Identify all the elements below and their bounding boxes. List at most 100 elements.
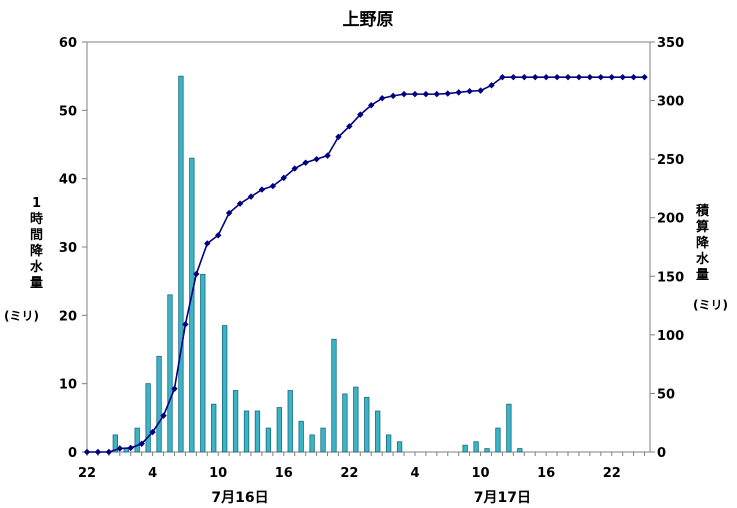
cumulative-point bbox=[455, 89, 462, 96]
right-axis-label-char: 水 bbox=[696, 252, 710, 267]
x-axis-tick-label: 16 bbox=[537, 466, 555, 481]
x-axis-tick-label: 4 bbox=[410, 466, 419, 481]
rainfall-bar bbox=[331, 338, 337, 453]
right-axis-tick-label: 200 bbox=[657, 212, 684, 227]
rainfall-bar bbox=[112, 434, 118, 453]
left-axis-label-char: 1 bbox=[31, 196, 42, 211]
cumulative-point bbox=[149, 428, 156, 436]
rainfall-bar bbox=[495, 427, 501, 453]
left-axis-tick-label: 0 bbox=[68, 446, 77, 461]
right-axis-label-char: 量 bbox=[696, 268, 710, 283]
cumulative-point bbox=[586, 73, 594, 81]
rainfall-bar bbox=[353, 386, 359, 453]
right-axis-tick-label: 300 bbox=[657, 95, 684, 110]
left-axis-tick-label: 40 bbox=[59, 173, 77, 188]
cumulative-point bbox=[105, 448, 113, 456]
cumulative-point bbox=[127, 444, 134, 452]
cumulative-point bbox=[291, 165, 298, 172]
rainfall-bar bbox=[396, 441, 403, 453]
rainfall-bar bbox=[123, 448, 129, 453]
cumulative-point bbox=[597, 73, 605, 81]
right-axis-label-char: 算 bbox=[696, 220, 710, 235]
left-axis-label-char: 水 bbox=[30, 260, 44, 275]
right-axis-tick-label: 250 bbox=[657, 153, 684, 168]
cumulative-point bbox=[193, 270, 200, 278]
left-axis-label-char: 降 bbox=[30, 244, 44, 259]
cumulative-point bbox=[499, 73, 506, 81]
cumulative-point bbox=[400, 90, 408, 98]
rainfall-bar bbox=[156, 355, 162, 453]
rainfall-bar bbox=[385, 434, 392, 453]
cumulative-point bbox=[83, 448, 91, 456]
cumulative-point bbox=[466, 88, 473, 95]
cumulative-point bbox=[214, 232, 222, 239]
cumulative-point bbox=[532, 73, 539, 81]
left-axis-tick-label: 50 bbox=[59, 104, 77, 119]
right-axis-label-char: 積 bbox=[696, 204, 710, 219]
rainfall-bar bbox=[309, 434, 315, 453]
cumulative-point bbox=[236, 200, 244, 207]
cumulative-point bbox=[258, 186, 266, 193]
cumulative-point bbox=[553, 73, 561, 81]
right-axis-tick-label: 0 bbox=[657, 446, 666, 461]
left-axis-tick-label: 10 bbox=[59, 378, 77, 393]
rainfall-bar bbox=[375, 410, 381, 453]
left-axis-label-char: 時 bbox=[30, 212, 44, 227]
right-axis-tick-label: 100 bbox=[657, 329, 684, 344]
right-axis-unit: (ミリ) bbox=[693, 298, 728, 312]
rainfall-bar bbox=[243, 410, 250, 453]
cumulative-point bbox=[247, 193, 255, 200]
left-axis-unit: (ミリ) bbox=[4, 309, 39, 323]
cumulative-point bbox=[160, 412, 167, 419]
x-axis-tick-label: 10 bbox=[472, 466, 490, 481]
rainfall-bar bbox=[232, 390, 239, 453]
cumulative-point bbox=[641, 73, 648, 81]
left-axis-tick-label: 30 bbox=[59, 241, 77, 256]
cumulative-point bbox=[138, 440, 145, 447]
rainfall-bar bbox=[276, 407, 282, 453]
right-axis-tick-label: 150 bbox=[657, 270, 684, 285]
rainfall-bar bbox=[167, 294, 173, 453]
cumulative-point bbox=[116, 445, 123, 452]
date-label: 7月16日 bbox=[211, 490, 268, 506]
cumulative-point bbox=[608, 73, 615, 81]
cumulative-point bbox=[171, 385, 178, 392]
cumulative-point bbox=[302, 159, 309, 166]
cumulative-line bbox=[87, 76, 645, 453]
chart-title: 上野原 bbox=[343, 10, 394, 30]
cumulative-point bbox=[357, 111, 364, 118]
cumulative-point bbox=[378, 95, 386, 102]
cumulative-point bbox=[444, 90, 451, 97]
left-axis-tick-label: 20 bbox=[59, 309, 77, 324]
rainfall-bar bbox=[364, 396, 370, 453]
cumulative-point bbox=[225, 209, 233, 217]
cumulative-point bbox=[204, 240, 211, 247]
rainfall-bar bbox=[211, 403, 217, 453]
rainfall-bar bbox=[254, 410, 261, 453]
x-axis-tick-label: 22 bbox=[340, 466, 358, 481]
cumulative-point bbox=[324, 152, 331, 159]
cumulative-point bbox=[411, 90, 419, 98]
date-label: 7月17日 bbox=[474, 490, 531, 506]
rainfall-bar bbox=[473, 441, 479, 453]
rainfall-bar bbox=[517, 448, 523, 453]
x-axis-tick-label: 22 bbox=[78, 466, 96, 481]
cumulative-point bbox=[619, 73, 626, 81]
cumulative-point bbox=[389, 92, 397, 100]
cumulative-point bbox=[346, 123, 353, 130]
rainfall-bar bbox=[134, 427, 140, 453]
left-axis-label-char: 間 bbox=[30, 228, 44, 243]
cumulative-point bbox=[477, 87, 484, 94]
cumulative-point bbox=[335, 133, 342, 141]
rainfall-bar bbox=[222, 325, 228, 453]
rainfall-bar bbox=[287, 390, 293, 453]
cumulative-point bbox=[564, 73, 572, 81]
cumulative-point bbox=[510, 73, 517, 81]
cumulative-point bbox=[542, 73, 550, 81]
x-axis-tick-label: 4 bbox=[148, 466, 157, 481]
rainfall-bar bbox=[342, 393, 348, 453]
right-axis-label-char: 降 bbox=[696, 236, 710, 251]
rainfall-bar bbox=[298, 420, 304, 453]
